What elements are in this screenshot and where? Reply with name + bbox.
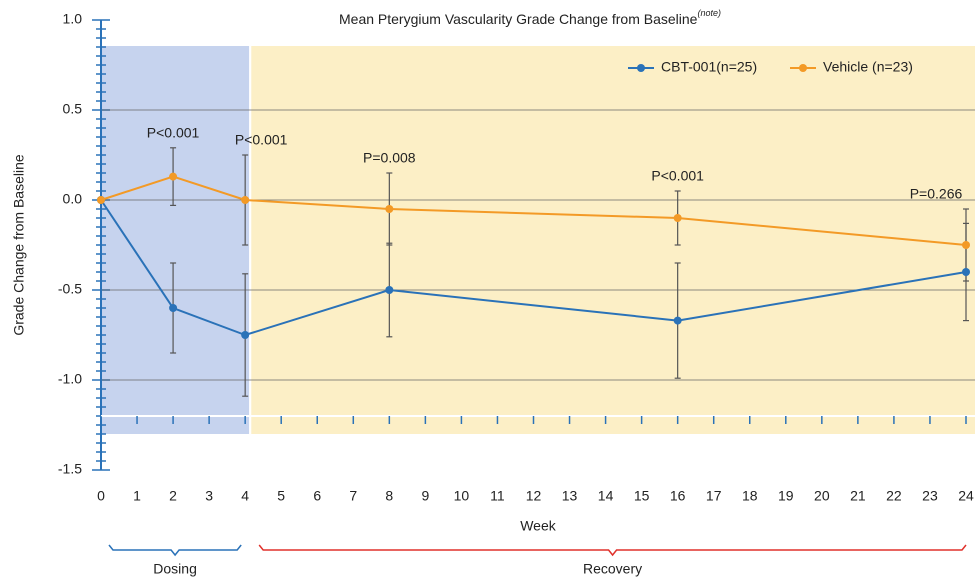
series-line bbox=[100, 199, 967, 337]
y-tick-label: -0.5 bbox=[58, 281, 82, 297]
region-label: Recovery bbox=[583, 561, 642, 577]
series-line bbox=[100, 175, 967, 246]
legend-marker bbox=[799, 64, 807, 72]
region-bracket bbox=[258, 544, 967, 557]
annotation: P<0.001 bbox=[235, 132, 288, 148]
data-point bbox=[169, 304, 178, 312]
y-tick-label: -1.0 bbox=[58, 371, 82, 387]
x-tick-label: 1 bbox=[133, 488, 141, 504]
legend-label: Vehicle (n=23) bbox=[823, 59, 913, 75]
y-tick-label: -1.5 bbox=[58, 461, 82, 477]
x-tick-label: 16 bbox=[670, 488, 686, 504]
annotation: P=0.008 bbox=[363, 150, 416, 166]
legend-label: CBT-001(n=25) bbox=[661, 59, 757, 75]
x-tick-label: 3 bbox=[205, 488, 213, 504]
x-axis-label: Week bbox=[520, 518, 557, 534]
data-point bbox=[385, 286, 394, 294]
data-point bbox=[385, 205, 394, 213]
annotation: P<0.001 bbox=[147, 125, 200, 141]
annotation: P=0.266 bbox=[910, 186, 963, 202]
region-bracket bbox=[108, 544, 242, 557]
x-tick-label: 23 bbox=[922, 488, 938, 504]
x-tick-label: 0 bbox=[97, 488, 105, 504]
x-tick-label: 17 bbox=[706, 488, 722, 504]
y-tick-label: 0.0 bbox=[63, 191, 83, 207]
x-tick-label: 18 bbox=[742, 488, 758, 504]
x-tick-label: 10 bbox=[454, 488, 470, 504]
data-point bbox=[241, 196, 250, 204]
y-axis-label: Grade Change from Baseline bbox=[11, 154, 27, 336]
data-point bbox=[241, 331, 250, 339]
x-tick-label: 22 bbox=[886, 488, 902, 504]
x-tick-label: 20 bbox=[814, 488, 830, 504]
region-shade bbox=[251, 46, 975, 434]
region-shade bbox=[101, 46, 250, 434]
x-tick-label: 5 bbox=[277, 488, 285, 504]
x-tick-label: 15 bbox=[634, 488, 650, 504]
x-tick-label: 8 bbox=[385, 488, 393, 504]
legend-marker bbox=[637, 64, 645, 72]
x-tick-label: 21 bbox=[850, 488, 866, 504]
x-tick-label: 19 bbox=[778, 488, 794, 504]
data-point bbox=[962, 268, 970, 276]
title-text: Mean Pterygium Vascularity Grade Change … bbox=[339, 11, 698, 27]
y-tick-label: 0.5 bbox=[63, 101, 83, 117]
data-point bbox=[962, 241, 970, 249]
y-tick-label: 1.0 bbox=[63, 11, 83, 27]
annotation: P<0.001 bbox=[651, 168, 704, 184]
chart-title: Mean Pterygium Vascularity Grade Change … bbox=[339, 8, 721, 26]
title-note: (note) bbox=[697, 8, 721, 18]
data-point bbox=[97, 196, 105, 204]
region-label: Dosing bbox=[153, 561, 197, 577]
data-point bbox=[169, 172, 178, 181]
x-tick-label: 2 bbox=[169, 488, 177, 504]
x-tick-label: 6 bbox=[313, 488, 321, 504]
x-tick-label: 13 bbox=[562, 488, 578, 504]
x-tick-label: 7 bbox=[349, 488, 357, 504]
x-tick-label: 4 bbox=[241, 488, 249, 504]
x-tick-label: 11 bbox=[490, 488, 505, 504]
x-tick-label: 9 bbox=[421, 488, 429, 504]
x-tick-label: 12 bbox=[526, 488, 542, 504]
x-tick-label: 14 bbox=[598, 488, 614, 504]
data-point bbox=[673, 316, 682, 325]
x-tick-label: 24 bbox=[958, 488, 974, 504]
data-point bbox=[673, 214, 682, 222]
